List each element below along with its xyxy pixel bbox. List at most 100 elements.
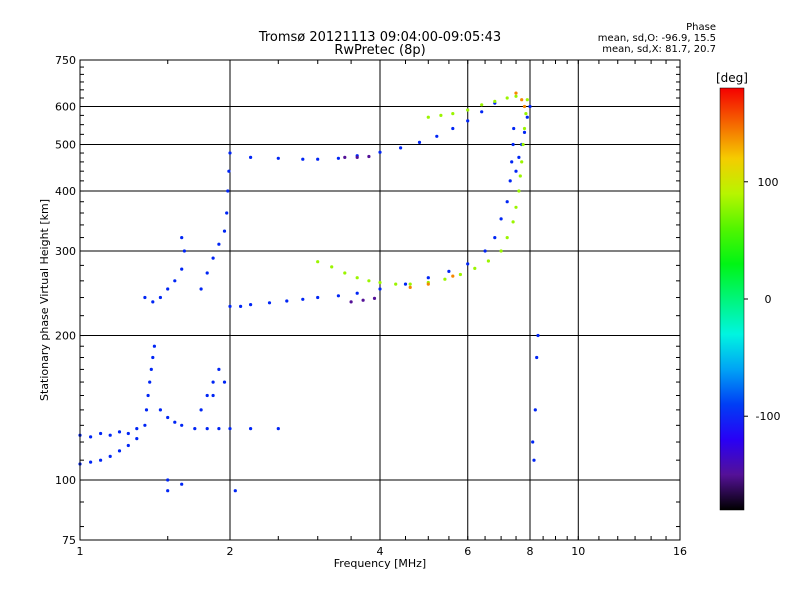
data-point-o (199, 287, 203, 291)
data-point-o (536, 333, 540, 338)
data-point-o (117, 449, 122, 453)
data-point-o (225, 211, 229, 215)
colorbar-tick-label: -100 (756, 410, 781, 423)
data-point-o (180, 267, 184, 271)
data-point-o (276, 427, 280, 431)
data-point-x (520, 160, 524, 164)
data-point-o (378, 150, 382, 154)
data-point-o (451, 126, 455, 131)
data-point-x (486, 259, 490, 263)
data-point-x (394, 282, 398, 286)
data-point-o (99, 458, 103, 462)
data-point-o (89, 460, 93, 464)
data-point-o (166, 415, 170, 420)
data-point-o (301, 297, 305, 301)
x-tick-label: 4 (377, 545, 384, 558)
data-point-o (205, 393, 209, 398)
data-point-o (228, 427, 232, 431)
data-point-x (514, 205, 518, 209)
data-point-o (435, 134, 439, 138)
data-point-o (211, 256, 215, 260)
data-point-x (439, 113, 443, 117)
data-point-o (166, 478, 170, 482)
data-point-o (126, 443, 130, 448)
y-tick-label: 400 (55, 185, 76, 198)
x-tick-label: 6 (464, 545, 471, 558)
data-point-o (531, 440, 535, 444)
data-point-o (417, 140, 422, 144)
data-point-o (249, 427, 253, 431)
data-point-x (426, 115, 430, 119)
colorbar-unit-label: [deg] (716, 71, 748, 85)
data-point-o (227, 169, 231, 173)
data-point (367, 154, 371, 159)
data-point-o (126, 431, 130, 436)
data-point-x (505, 96, 509, 100)
data-point-o (108, 433, 112, 437)
data-point (520, 98, 524, 102)
data-point-o (180, 482, 184, 486)
data-point-x (443, 277, 447, 281)
y-tick-label: 200 (55, 330, 76, 343)
data-point-o (205, 271, 209, 275)
data-point-x (518, 174, 522, 178)
data-point-o (316, 157, 320, 161)
data-point-x (505, 236, 509, 240)
data-point-o (533, 408, 537, 412)
data-point-o (403, 282, 408, 286)
data-point-o (426, 276, 430, 280)
data-point-o (180, 423, 184, 427)
data-point-x (451, 112, 455, 116)
data-point-o (152, 344, 156, 348)
data-point-x (378, 280, 382, 285)
data-point-x (514, 94, 518, 98)
data-point-o (528, 104, 532, 109)
data-point-x (480, 103, 484, 107)
data-point-o (399, 146, 403, 150)
x-tick-label: 1 (77, 545, 84, 558)
y-tick-label: 600 (55, 101, 76, 114)
data-point-x (493, 99, 497, 103)
data-point-o (89, 435, 93, 439)
y-tick-label: 75 (62, 534, 76, 547)
y-tick-label: 750 (55, 54, 76, 67)
data-point-o (193, 427, 197, 431)
data-point-o (285, 299, 289, 303)
data-point-x (524, 112, 528, 116)
chart-subtitle: RwPretec (8p) (334, 43, 426, 58)
data-point-o (228, 151, 232, 155)
colorbar: 100 0 -100 [deg] (716, 71, 781, 511)
data-point-o (166, 287, 170, 291)
data-point-o (144, 408, 149, 412)
data-point (514, 91, 518, 95)
data-point-o (301, 157, 305, 161)
data-point-x (367, 279, 371, 283)
data-point-o (180, 236, 184, 240)
data-point-o (378, 287, 382, 291)
data-point-x (525, 98, 529, 102)
data-point-o (158, 408, 162, 412)
data-point-o (532, 458, 536, 462)
data-point-o (522, 130, 527, 134)
data-point-o (151, 300, 155, 304)
data-point-o (143, 423, 147, 427)
data-point-o (222, 229, 227, 233)
x-axis-label: Frequency [MHz] (334, 557, 426, 570)
data-point-o (199, 408, 203, 412)
data-point-o (158, 295, 162, 300)
data-point-x (458, 272, 462, 277)
data-point-o (505, 200, 509, 204)
data-point-x (408, 282, 412, 286)
data-points-layer (78, 91, 540, 493)
data-point (372, 296, 377, 300)
data-point (349, 300, 353, 304)
data-point (343, 155, 347, 159)
data-point-o (239, 304, 243, 308)
data-point-o (466, 119, 470, 123)
data-point-o (525, 115, 529, 119)
data-point-o (173, 420, 177, 424)
data-point-o (166, 489, 170, 493)
data-point-o (228, 304, 232, 308)
data-point-o (211, 393, 215, 398)
